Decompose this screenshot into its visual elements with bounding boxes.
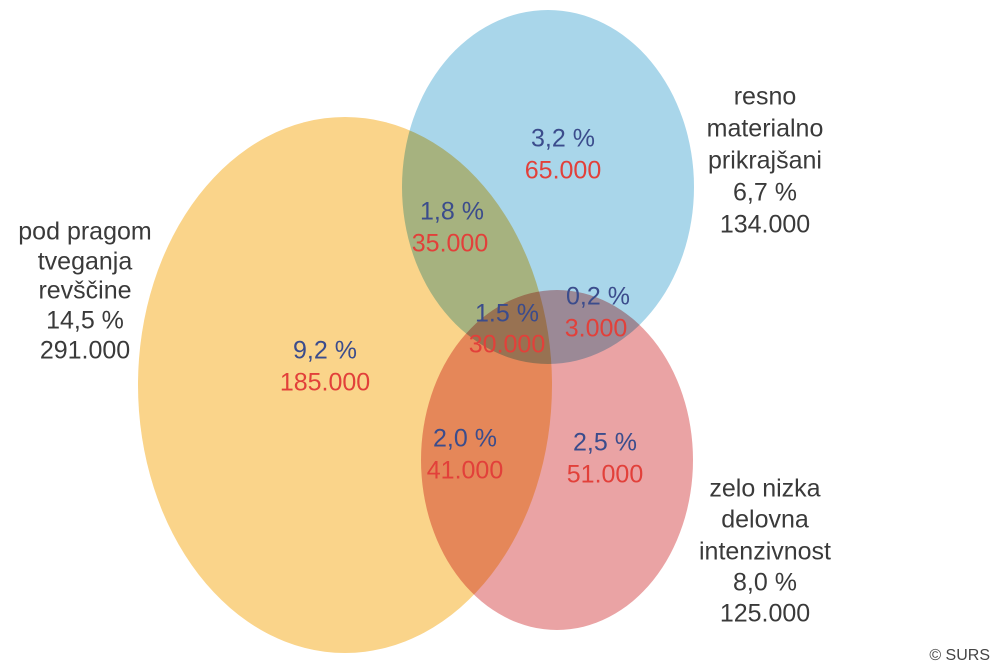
set-count: 125.000 bbox=[720, 600, 810, 628]
set-count: 134.000 bbox=[720, 211, 810, 239]
region-percent: 2,5 % bbox=[573, 429, 637, 457]
region-percent: 1.5 % bbox=[475, 300, 539, 328]
set-label: resno bbox=[734, 83, 797, 111]
region-count: 3.000 bbox=[565, 315, 628, 343]
set-circle bbox=[402, 10, 694, 364]
set-label: zelo nizka bbox=[709, 475, 820, 503]
region-percent: 1,8 % bbox=[420, 198, 484, 226]
set-count: 291.000 bbox=[40, 337, 130, 365]
set-label: materialno bbox=[707, 115, 824, 143]
set-label: tveganja bbox=[38, 248, 133, 276]
set-label: prikrajšani bbox=[708, 147, 822, 175]
region-count: 35.000 bbox=[412, 230, 488, 258]
set-label: intenzivnost bbox=[699, 538, 831, 566]
region-count: 41.000 bbox=[427, 457, 503, 485]
set-percent: 6,7 % bbox=[733, 179, 797, 207]
region-count: 30.000 bbox=[469, 331, 545, 359]
region-count: 65.000 bbox=[525, 157, 601, 185]
region-count: 185.000 bbox=[280, 369, 370, 397]
region-percent: 9,2 % bbox=[293, 337, 357, 365]
credit: © SURS bbox=[929, 647, 990, 664]
set-circle bbox=[421, 290, 693, 630]
circles bbox=[138, 10, 694, 653]
region-percent: 3,2 % bbox=[531, 125, 595, 153]
region-percent: 0,2 % bbox=[566, 283, 630, 311]
region-percent: 2,0 % bbox=[433, 425, 497, 453]
set-label: revščine bbox=[38, 277, 131, 305]
set-label: delovna bbox=[721, 506, 809, 534]
set-label: pod pragom bbox=[18, 218, 151, 246]
set-percent: 14,5 % bbox=[46, 307, 124, 335]
set-percent: 8,0 % bbox=[733, 569, 797, 597]
region-count: 51.000 bbox=[567, 461, 643, 489]
